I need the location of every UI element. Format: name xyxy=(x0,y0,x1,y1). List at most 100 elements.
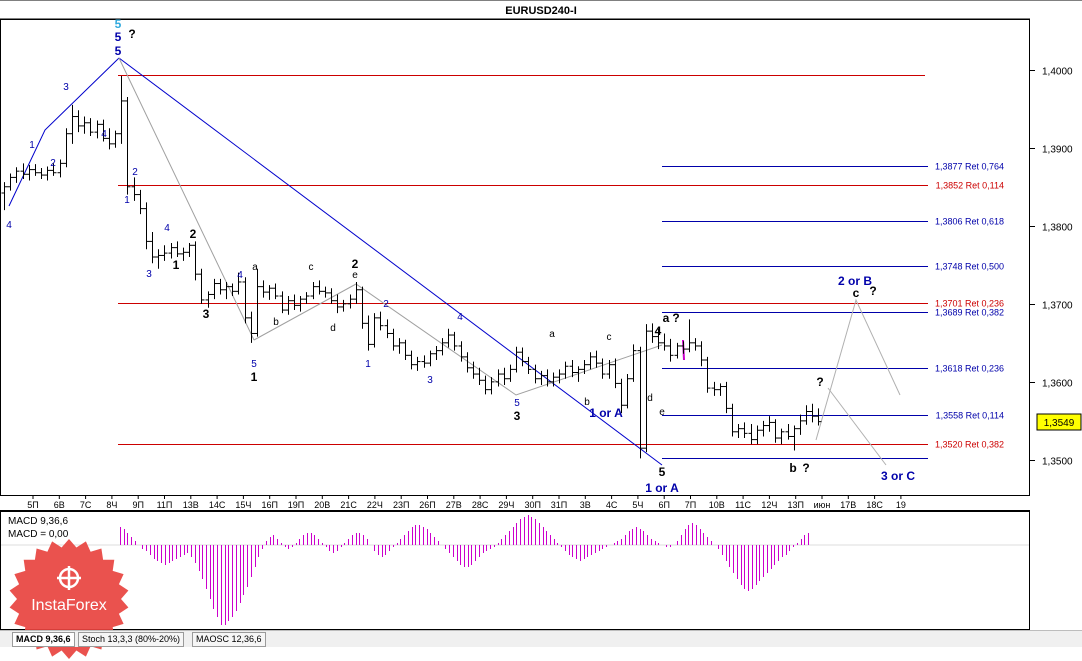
price-tick-label: 1,3900 xyxy=(1042,145,1073,156)
wave-label: b xyxy=(584,397,590,408)
time-tick-label: 26П xyxy=(419,500,435,510)
main-down-trendline xyxy=(118,57,663,466)
wave-label: e xyxy=(659,407,665,418)
macd-label: MACD 9,36,6 xyxy=(8,516,68,527)
correction-line-1 xyxy=(118,57,255,341)
correction-line-2 xyxy=(253,283,663,396)
wave-label: 2 or B xyxy=(838,274,872,288)
time-tick-label: 18С xyxy=(866,500,883,510)
wave-label: 4 xyxy=(457,312,463,323)
level-label: 1,3806 Ret 0,618 xyxy=(935,217,1004,227)
forecast-path-2 xyxy=(827,387,887,466)
time-tick-label: 31П xyxy=(551,500,567,510)
indicator-tab-bar: MACD 9,36,6 Stoch 13,3,3 (80%-20%) MAOSC… xyxy=(0,630,1082,647)
wave-label: 3 xyxy=(203,307,210,321)
time-tick-label: 20В xyxy=(314,500,330,510)
wave-label: 2 xyxy=(383,299,389,310)
level-label: 1,3520 Ret 0,382 xyxy=(935,440,1004,450)
wave-label: ? xyxy=(128,27,135,41)
instaforex-logo: InstaForex xyxy=(9,539,129,659)
tab-maosc[interactable]: MAOSC 12,36,6 xyxy=(192,632,266,647)
wave-label: 5 xyxy=(659,465,666,479)
level-label: 1,3877 Ret 0,764 xyxy=(935,162,1004,172)
macd-value-label: MACD = 0,00 xyxy=(8,529,69,540)
wave-label: b xyxy=(273,317,279,328)
price-bars xyxy=(1,75,822,459)
logo-text: InstaForex xyxy=(31,597,107,614)
time-tick-label: 16П xyxy=(261,500,277,510)
time-tick-label: 13В xyxy=(183,500,199,510)
wave-label: 4 xyxy=(237,270,243,281)
level-label: 1,3852 Ret 0,114 xyxy=(936,181,1004,191)
price-tick-label: 1,3700 xyxy=(1042,301,1073,312)
time-tick-label: 21С xyxy=(340,500,357,510)
wave-label: 4 xyxy=(101,129,107,140)
price-tick-label: 1,4000 xyxy=(1042,67,1073,78)
time-tick-label: 11П xyxy=(157,500,173,510)
level-label: 1,3689 Ret 0,382 xyxy=(935,308,1004,318)
time-tick-label: 7П xyxy=(685,500,696,510)
wave-label: 1 or A xyxy=(645,481,679,495)
wave-label: 5 xyxy=(115,44,122,58)
wave-path xyxy=(8,57,120,207)
time-tick-label: 23П xyxy=(393,500,409,510)
wave-label: 2 xyxy=(352,257,359,271)
wave-label: 5 xyxy=(514,398,520,409)
last-price-box xyxy=(1036,413,1082,431)
time-tick-label: 15Ч xyxy=(235,500,251,510)
tab-stoch[interactable]: Stoch 13,3,3 (80%-20%) xyxy=(78,632,185,647)
time-tick-label: 5Ч xyxy=(632,500,643,510)
time-tick-label: 27В xyxy=(446,500,462,510)
time-tick-label: 17В xyxy=(840,500,856,510)
wave-label: 3 xyxy=(63,82,69,93)
logo-emblem-icon xyxy=(57,566,81,590)
time-tick-label: 9П xyxy=(132,500,143,510)
wave-label: 1 xyxy=(29,140,35,151)
wave-label: 5 xyxy=(251,359,257,370)
wave-label: 5 xyxy=(115,17,122,31)
time-tick-label: 11С xyxy=(735,500,751,510)
level-label: 1,3558 Ret 0,114 xyxy=(936,411,1004,421)
price-tick-label: 1,3600 xyxy=(1042,379,1073,390)
time-tick-label: 8Ч xyxy=(106,500,117,510)
time-tick-label: 13П xyxy=(787,500,803,510)
wave-label: c xyxy=(309,262,314,273)
time-tick-label: 19 xyxy=(896,500,906,510)
wave-label: ? xyxy=(869,284,876,298)
wave-label: 1 xyxy=(251,370,258,384)
price-tick-label: 1,3800 xyxy=(1042,223,1073,234)
time-tick-label: 12Ч xyxy=(761,500,777,510)
time-tick-label: июн xyxy=(814,500,831,510)
wave-label: 3 xyxy=(427,375,433,386)
wave-label: a xyxy=(549,329,555,340)
wave-label: a xyxy=(663,311,670,325)
wave-label: a xyxy=(252,262,258,273)
wave-label: 3 or C xyxy=(881,469,915,483)
wave-label: d xyxy=(330,323,336,334)
time-tick-label: 29Ч xyxy=(498,500,514,510)
wave-label: ? xyxy=(802,461,809,475)
wave-label: 5 xyxy=(115,30,122,44)
wave-label: 4 xyxy=(655,324,662,338)
wave-label: ? xyxy=(672,311,679,325)
time-tick-label: 5П xyxy=(27,500,38,510)
chart-title: EURUSD240-I xyxy=(505,5,577,17)
price-axis: 1,4000 1,3900 1,3800 1,3700 1,3600 1,3500 1,35… xyxy=(1030,67,1082,468)
wave-label: 1 xyxy=(173,258,180,272)
time-tick-label: 28С xyxy=(472,500,489,510)
tab-macd[interactable]: MACD 9,36,6 xyxy=(12,632,75,647)
wave-label: b xyxy=(789,461,796,475)
time-tick-label: 3В xyxy=(580,500,591,510)
price-tick-label: 1,3500 xyxy=(1042,457,1073,468)
wave-label: 4 xyxy=(6,220,12,231)
retracement-levels: 1,3877 Ret 0,764 1,3852 Ret 0,114 1,3806 R… xyxy=(118,75,1004,459)
wave-label: 4 xyxy=(164,223,170,234)
macd-histogram xyxy=(1,515,1029,625)
wave-label: e xyxy=(352,270,358,281)
wave-label: 2 xyxy=(50,158,56,169)
wave-label: 3 xyxy=(146,269,152,280)
price-chart: EURUSD240-I 1,3877 Ret 0,764 1,3852 Ret 0… xyxy=(0,0,1082,630)
wave-trend-lines xyxy=(8,57,901,466)
wave-label: 1 xyxy=(365,359,371,370)
level-label: 1,3618 Ret 0,236 xyxy=(935,364,1004,374)
